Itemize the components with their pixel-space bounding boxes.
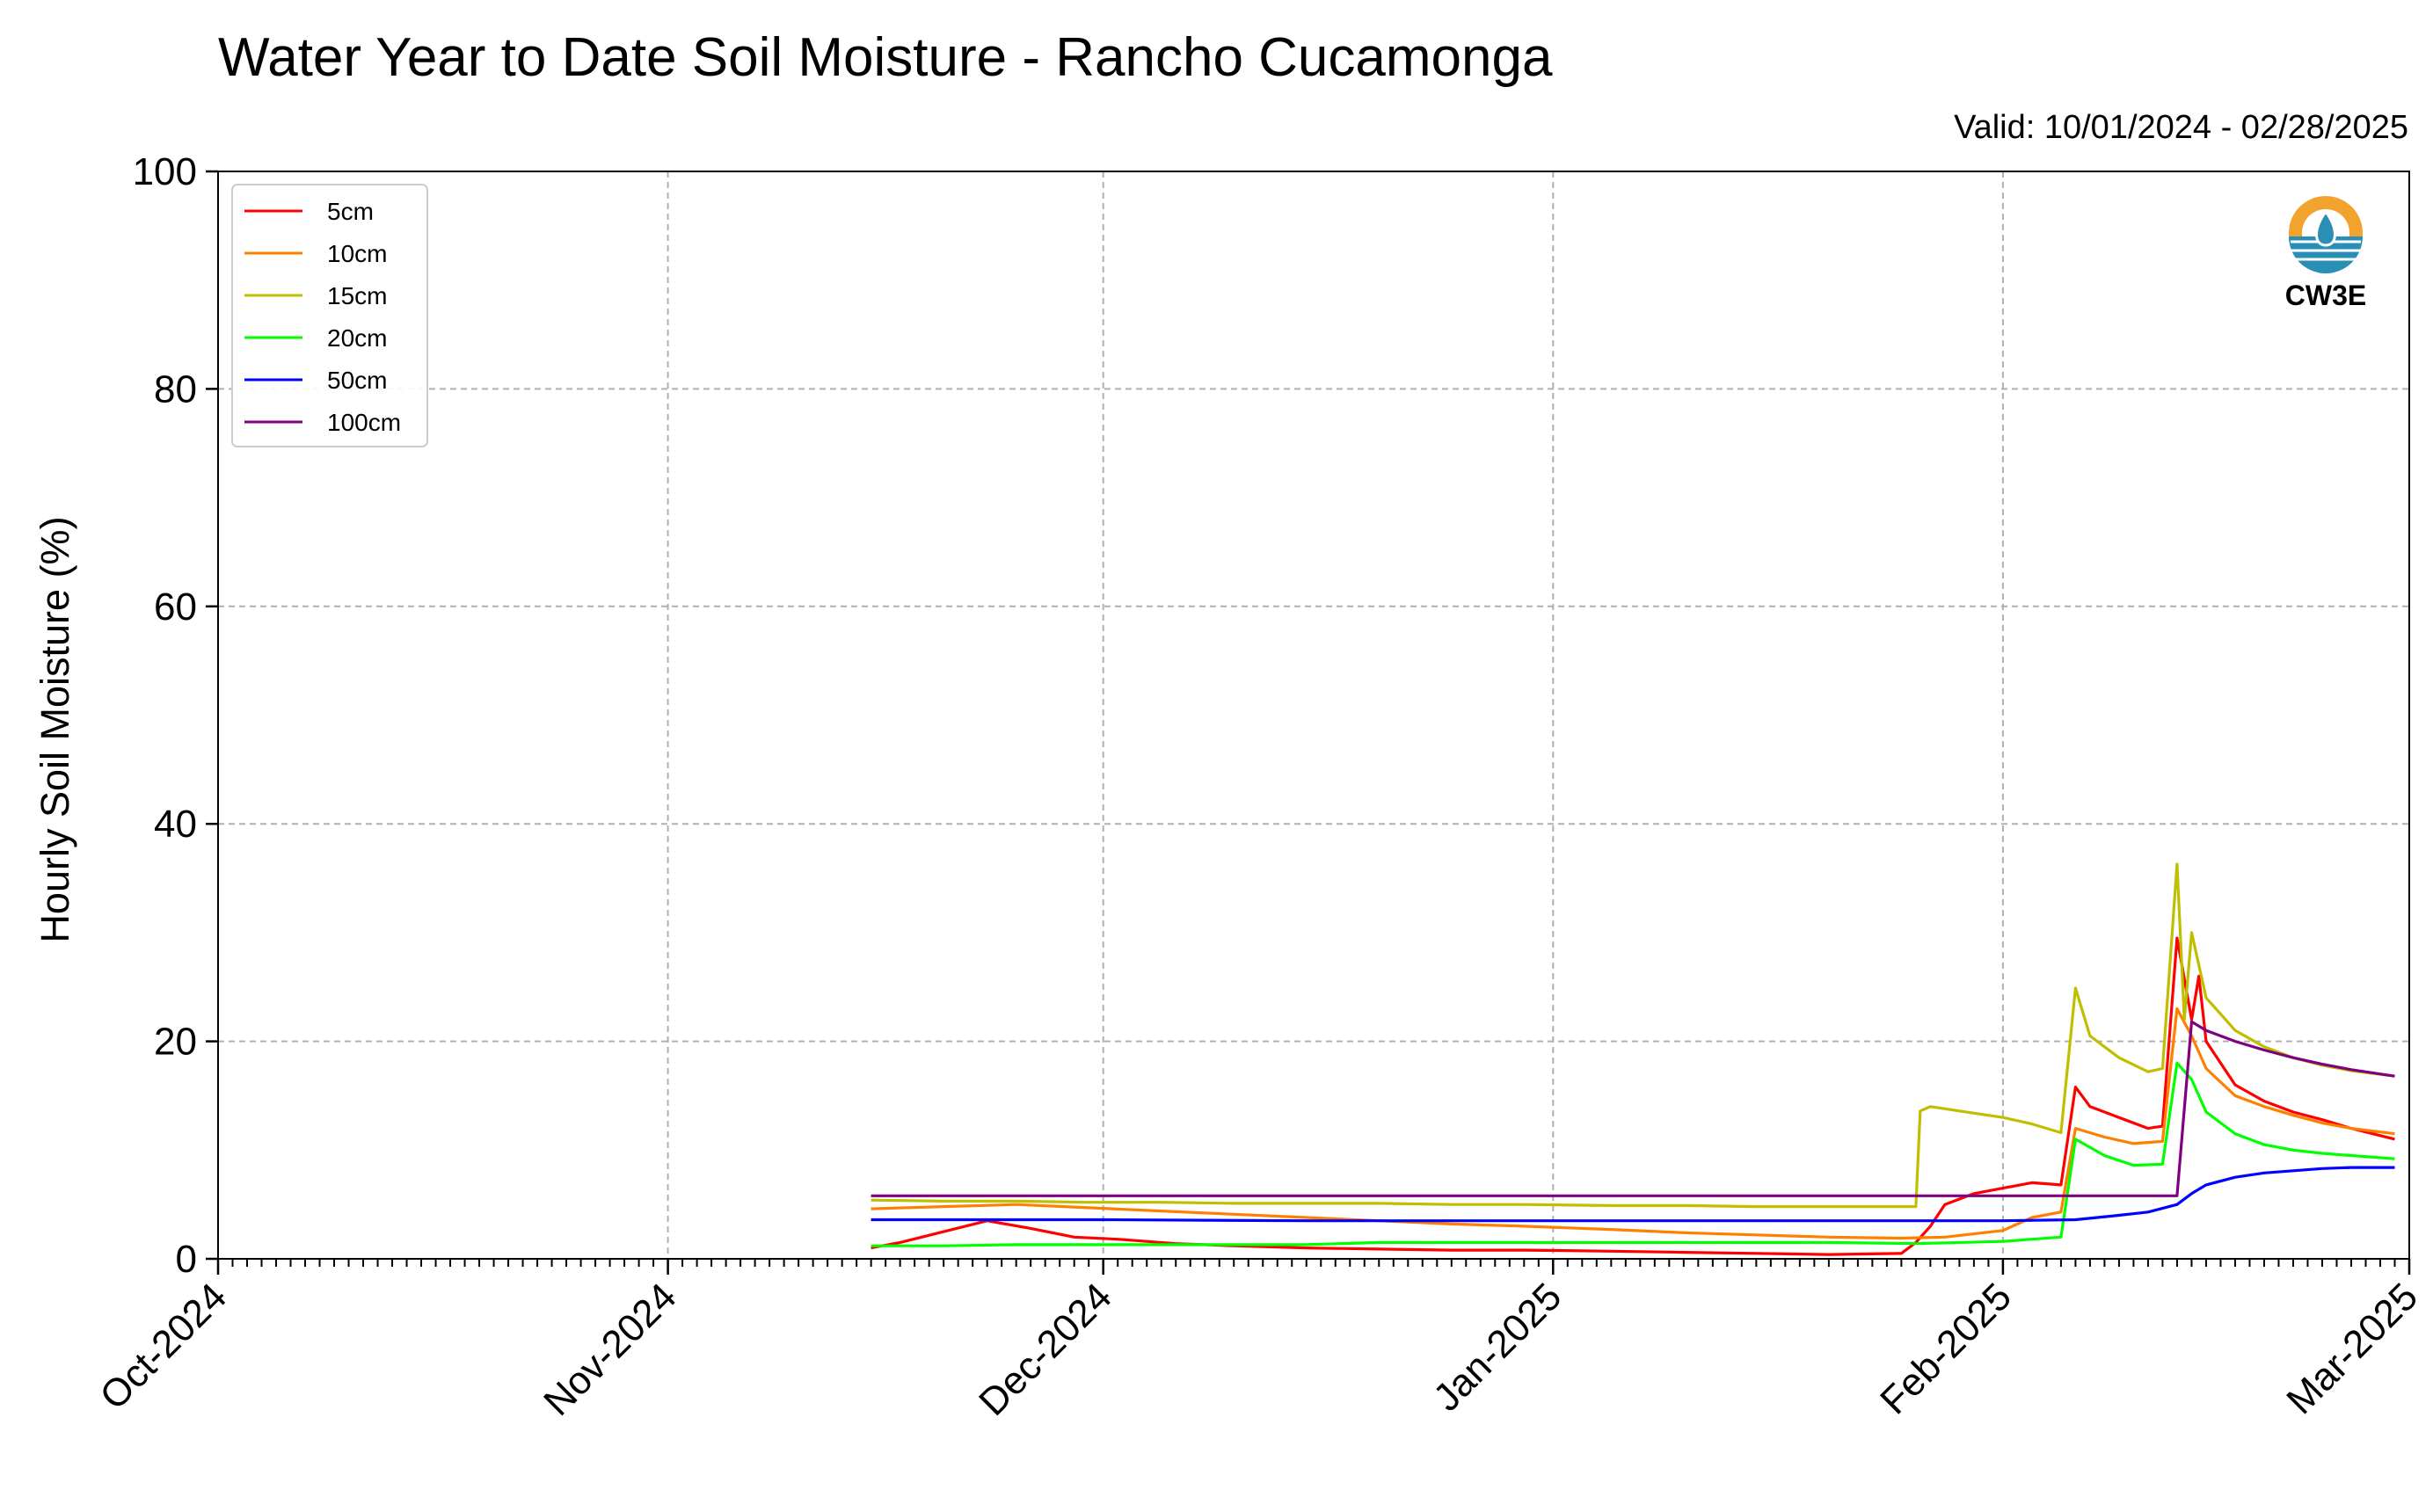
legend-label-100cm: 100cm [327,409,401,436]
legend-label-20cm: 20cm [327,324,387,352]
series-line-100cm [870,1020,2395,1197]
y-tick-label: 60 [154,585,197,629]
y-tick-label: 80 [154,367,197,411]
plot-frame [217,171,2410,1260]
grid-lines [218,171,2409,1259]
legend-label-15cm: 15cm [327,282,387,309]
x-tick-label: Dec-2024 [971,1275,1120,1424]
logo-wave [2289,236,2363,273]
x-tick-label: Oct-2024 [91,1275,235,1418]
y-tick-label: 100 [133,150,197,193]
valid-date-range: Valid: 10/01/2024 - 02/28/2025 [1954,109,2408,146]
series-line-5cm [870,936,2395,1256]
logo-text: CW3E [2285,280,2366,311]
series-line-10cm [870,1007,2395,1240]
series-line-50cm [870,1166,2395,1223]
x-tick-label: Feb-2025 [1872,1275,2020,1422]
chart-title: Water Year to Date Soil Moisture - Ranch… [218,27,1553,88]
y-axis-label: Hourly Soil Moisture (%) [33,516,77,942]
y-tick-label: 0 [176,1238,197,1281]
x-tick-label: Mar-2025 [2278,1275,2426,1422]
series-lines [870,862,2395,1256]
cw3e-logo: CW3E [2285,196,2366,311]
x-tick-label: Nov-2024 [535,1275,685,1424]
y-tick-label: 20 [154,1021,197,1064]
axes: 0 20 40 60 80 100 Oct-2024 Nov-2024 Dec-2024 Jan-… [91,150,2426,1424]
series-line-20cm [870,1061,2395,1247]
legend: 5cm 10cm 15cm 20cm 50cm 100cm [231,184,428,447]
legend-label-50cm: 50cm [327,367,387,394]
legend-label-5cm: 5cm [327,198,374,225]
legend-label-10cm: 10cm [327,240,387,267]
x-tick-label: Jan-2025 [1425,1275,1570,1419]
y-tick-label: 40 [154,803,197,846]
series-line-15cm [870,862,2395,1209]
logo-drop-icon [2315,209,2336,247]
